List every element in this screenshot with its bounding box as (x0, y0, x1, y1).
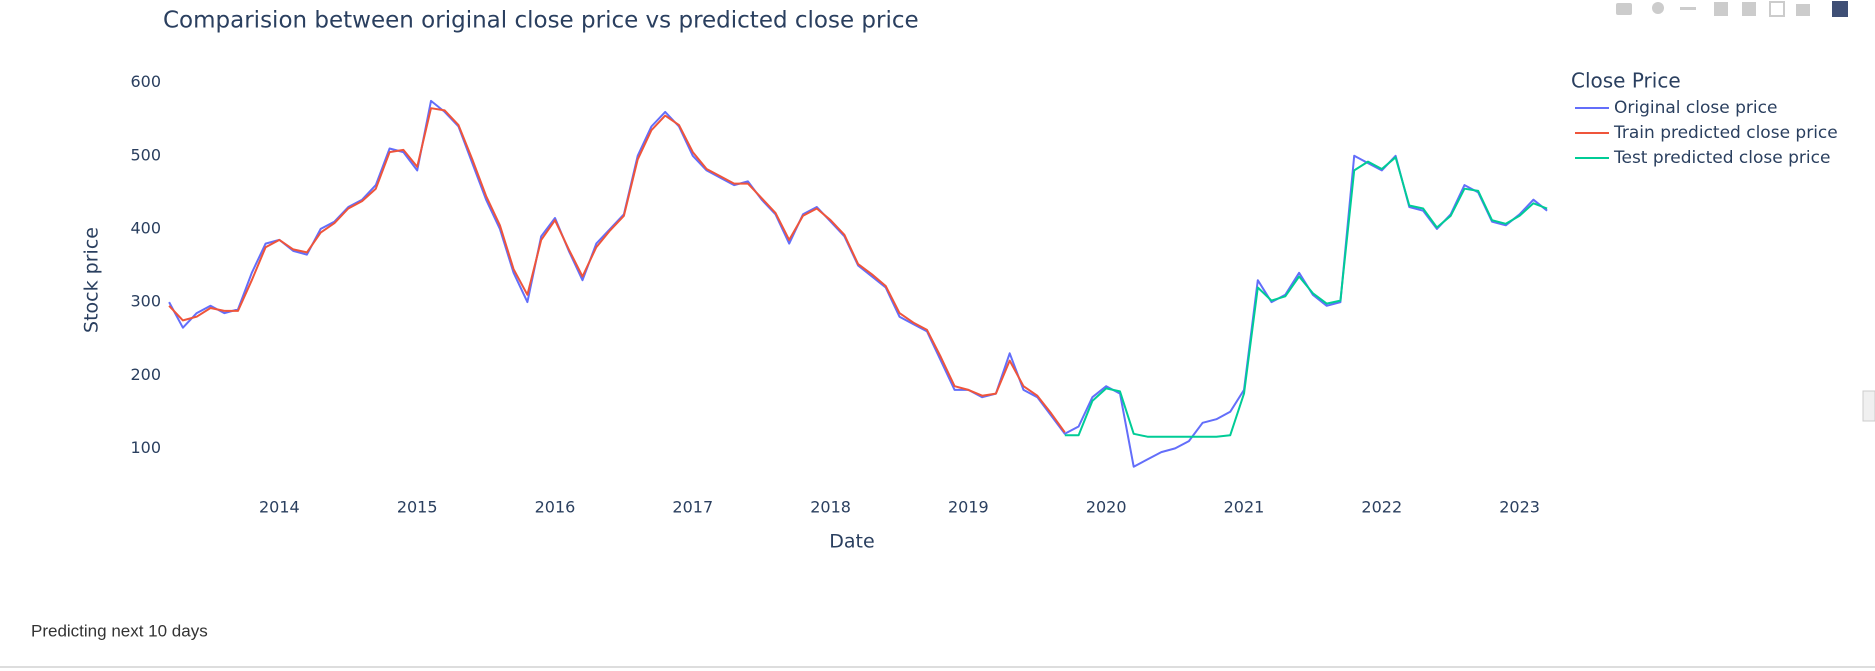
x-tick-label: 2018 (810, 498, 851, 517)
x-tick-label: 2014 (259, 498, 300, 517)
pan-icon[interactable] (1680, 7, 1696, 10)
y-tick-label: 200 (130, 365, 161, 384)
chart-title: Comparision between original close price… (163, 8, 919, 34)
y-tick-label: 600 (130, 72, 161, 91)
x-tick-label: 2020 (1086, 498, 1127, 517)
y-tick-label: 100 (130, 438, 161, 457)
reset-icon[interactable] (1796, 4, 1810, 16)
series-line (168, 99, 1548, 468)
x-axis-label: Date (829, 531, 874, 553)
x-tick-label: 2022 (1361, 498, 1402, 517)
series-line (168, 107, 1066, 433)
footer-text: Predicting next 10 days (31, 621, 208, 640)
series-line (1064, 156, 1548, 438)
zoom-in-icon[interactable] (1714, 2, 1728, 16)
x-tick-label: 2016 (535, 498, 576, 517)
x-tick-label: 2019 (948, 498, 989, 517)
legend-label: Train predicted close price (1613, 123, 1838, 143)
y-tick-label: 500 (130, 145, 161, 164)
modebar (1616, 1, 1848, 17)
y-tick-label: 400 (130, 218, 161, 237)
y-tick-label: 300 (130, 292, 161, 311)
x-tick-label: 2021 (1224, 498, 1265, 517)
zoom-icon[interactable] (1652, 2, 1664, 14)
legend-title: Close Price (1571, 69, 1681, 93)
autoscale-icon[interactable] (1769, 1, 1785, 17)
legend-label: Original close price (1614, 98, 1777, 118)
scroll-handle[interactable] (1862, 390, 1875, 422)
legend-label: Test predicted close price (1613, 148, 1830, 168)
x-tick-label: 2015 (397, 498, 438, 517)
x-tick-label: 2017 (672, 498, 713, 517)
camera-icon[interactable] (1616, 3, 1632, 15)
x-tick-label: 2023 (1499, 498, 1540, 517)
zoom-out-icon[interactable] (1742, 2, 1756, 16)
plotly-logo[interactable] (1832, 1, 1848, 17)
y-axis-label: Stock price (81, 227, 103, 333)
